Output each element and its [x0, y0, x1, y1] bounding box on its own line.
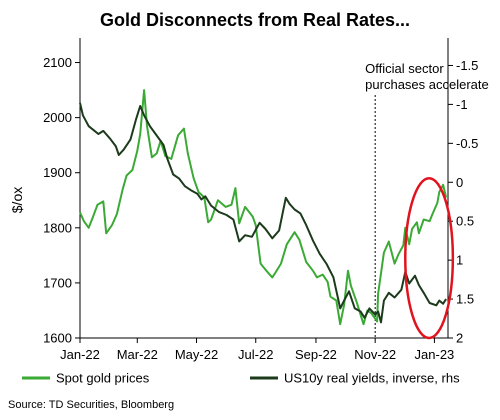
annotation-line-1: Official sector [365, 61, 444, 76]
y-axis-label: $/ox [9, 187, 25, 213]
series-line-real-yields [79, 102, 447, 324]
chart-title: Gold Disconnects from Real Rates... [100, 10, 410, 30]
highlight-ellipse [404, 176, 455, 340]
x-tick-label-5: Nov-22 [354, 347, 396, 362]
right-tick-label-3: 0 [456, 175, 463, 190]
right-tick-label-0: -1.5 [456, 58, 478, 73]
left-tick-label-1: 1700 [43, 275, 72, 290]
left-y-axis: 1600 1700 1800 1900 2000 2100 [43, 55, 80, 346]
annotation-line-2: purchases accelerate [365, 77, 489, 92]
legend: Spot gold prices US10y real yields, inve… [22, 371, 460, 386]
plot-frame [79, 38, 449, 339]
x-tick-label-4: Sep-22 [295, 347, 337, 362]
left-tick-label-5: 2100 [43, 55, 72, 70]
series-line-spot-gold [79, 89, 448, 326]
right-tick-label-1: -1 [456, 97, 468, 112]
left-tick-label-0: 1600 [43, 331, 72, 346]
left-tick-label-4: 2000 [43, 110, 72, 125]
right-tick-label-5: 1 [456, 253, 463, 268]
source-note: Source: TD Securities, Bloomberg [8, 399, 174, 411]
left-tick-label-3: 1900 [43, 165, 72, 180]
legend-label-real-yields: US10y real yields, inverse, rhs [284, 371, 460, 386]
left-tick-label-2: 1800 [43, 220, 72, 235]
x-tick-label-3: Jul-22 [238, 347, 273, 362]
right-tick-label-2: -0.5 [456, 136, 478, 151]
x-axis: Jan-22 Mar-22 May-22 Jul-22 Sep-22 Nov-22 Jan-… [60, 338, 454, 362]
right-tick-label-6: 1.5 [456, 292, 474, 307]
right-tick-label-7: 2 [456, 331, 463, 346]
x-tick-label-6: Jan-23 [415, 347, 455, 362]
series-layer [79, 89, 448, 326]
x-tick-label-0: Jan-22 [60, 347, 100, 362]
x-tick-label-1: Mar-22 [117, 347, 158, 362]
right-y-axis: -1.5 -1 -0.5 0 0.5 1 1.5 2 [448, 58, 478, 346]
legend-label-spot-gold: Spot gold prices [56, 371, 150, 386]
x-tick-label-2: May-22 [175, 347, 218, 362]
right-tick-label-4: 0.5 [456, 214, 474, 229]
